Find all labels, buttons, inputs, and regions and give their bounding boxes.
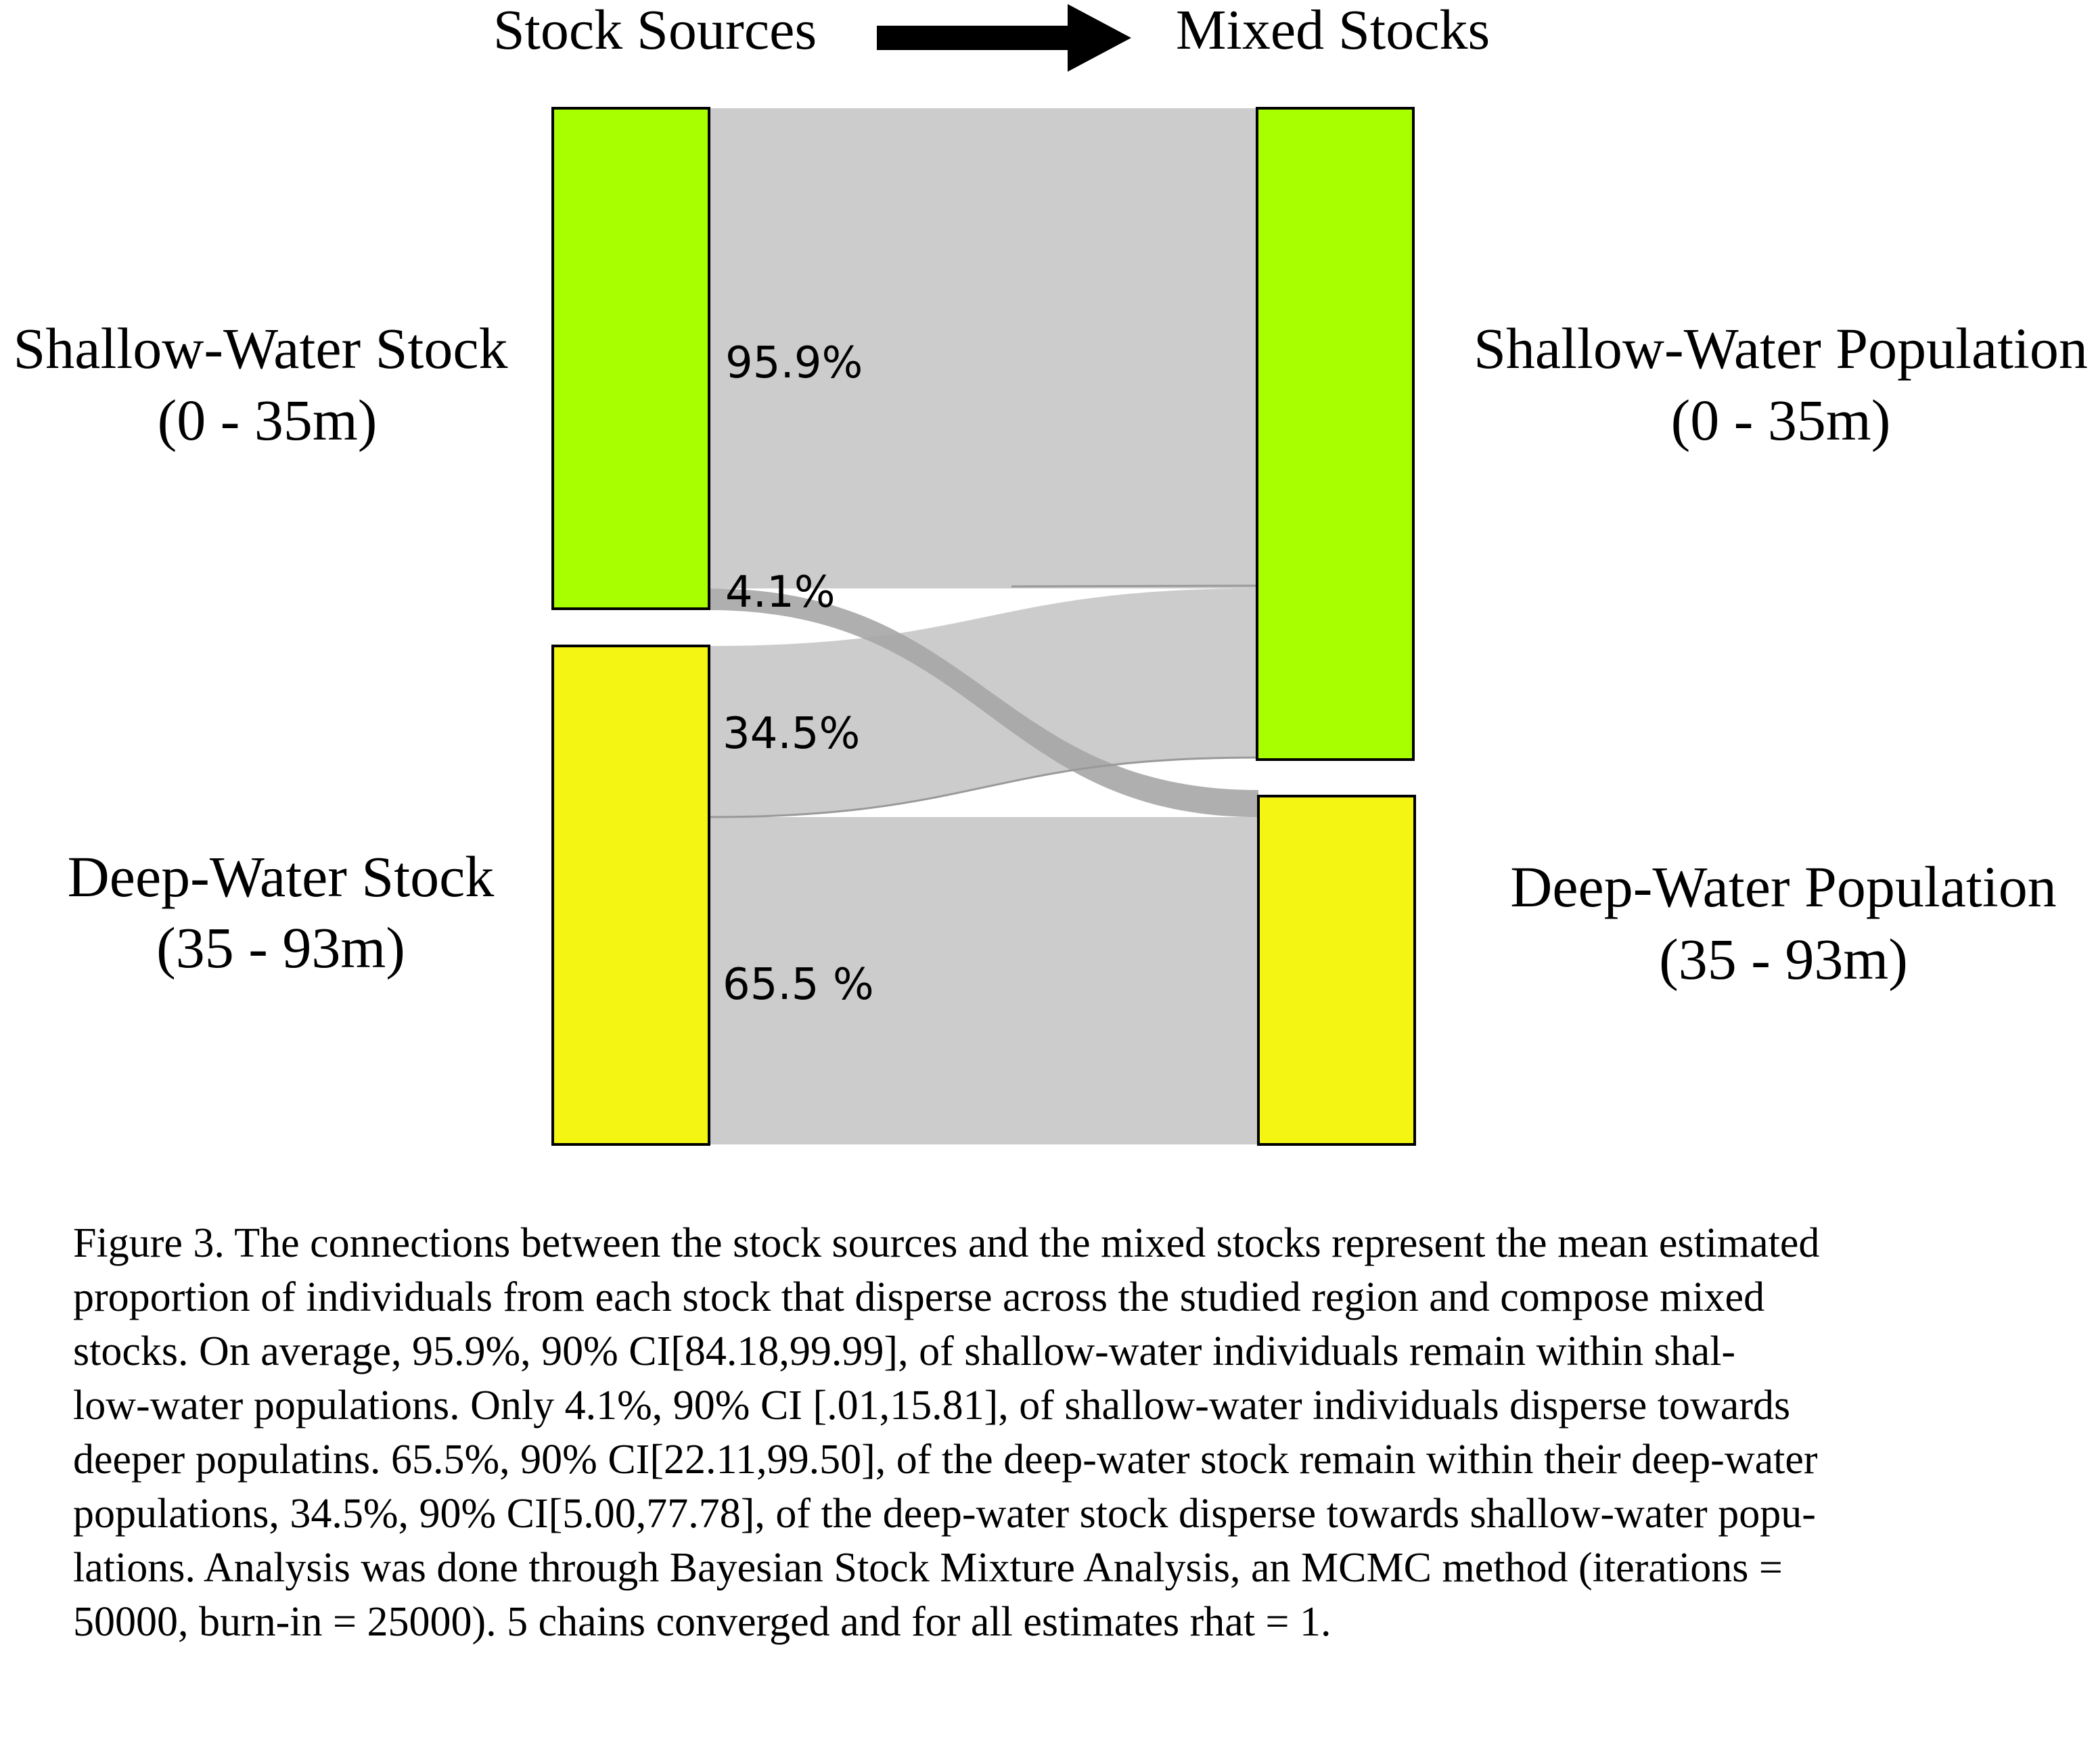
label-shallow-water-stock: Shallow-Water Stock bbox=[13, 316, 507, 381]
header-mixed-stocks: Mixed Stocks bbox=[1176, 0, 1490, 62]
label-deep-water-population-range: (35 - 93m) bbox=[1659, 927, 1908, 992]
label-shallow-water-population-range: (0 - 35m) bbox=[1671, 388, 1891, 452]
right-arrow-icon bbox=[877, 4, 1131, 72]
flow-label-shallow-to-shallow: 95.9% bbox=[725, 338, 863, 388]
flow-edge-line bbox=[708, 756, 1258, 818]
flow-shallow-to-shallow bbox=[709, 108, 1257, 588]
caption-line: proportion of individuals from each stoc… bbox=[73, 1274, 1765, 1320]
flow-shallow-to-deep bbox=[709, 588, 1258, 817]
caption-line: stocks. On average, 95.9%, 90% CI[84.18,… bbox=[73, 1328, 1736, 1374]
flow-deep-to-deep bbox=[709, 817, 1258, 1144]
node-deep-water-stock bbox=[551, 645, 710, 1146]
sankey-diagram: Stock Sources Mixed Stocks 95.9% 4.1% 34… bbox=[13, 0, 2088, 1146]
label-deep-water-stock: Deep-Water Stock bbox=[68, 844, 495, 909]
node-shallow-water-stock bbox=[551, 107, 710, 610]
label-deep-water-population: Deep-Water Population bbox=[1510, 854, 2056, 919]
caption-line: 50000, burn-in = 25000). 5 chains conver… bbox=[73, 1599, 1331, 1645]
flow-label-deep-to-shallow: 34.5% bbox=[723, 709, 860, 759]
caption-line: Figure 3. The connections between the st… bbox=[73, 1220, 1820, 1266]
label-shallow-water-stock-range: (0 - 35m) bbox=[158, 388, 378, 452]
figure-caption: Figure 3. The connections between the st… bbox=[73, 1216, 2035, 1649]
header-stock-sources: Stock Sources bbox=[493, 0, 817, 62]
node-shallow-water-population bbox=[1256, 107, 1415, 761]
caption-line: lations. Analysis was done through Bayes… bbox=[73, 1545, 1783, 1591]
flow-label-deep-to-deep: 65.5 % bbox=[723, 960, 874, 1010]
flow-label-shallow-to-deep: 4.1% bbox=[725, 567, 836, 618]
caption-line: low-water populations. Only 4.1%, 90% CI… bbox=[73, 1383, 1791, 1429]
label-shallow-water-population: Shallow-Water Population bbox=[1474, 316, 2088, 381]
label-deep-water-stock-range: (35 - 93m) bbox=[156, 915, 405, 980]
caption-line: deeper populatins. 65.5%, 90% CI[22.11,9… bbox=[73, 1437, 1818, 1483]
caption-line: populations, 34.5%, 90% CI[5.00,77.78], … bbox=[73, 1491, 1816, 1537]
node-deep-water-population bbox=[1257, 795, 1416, 1146]
